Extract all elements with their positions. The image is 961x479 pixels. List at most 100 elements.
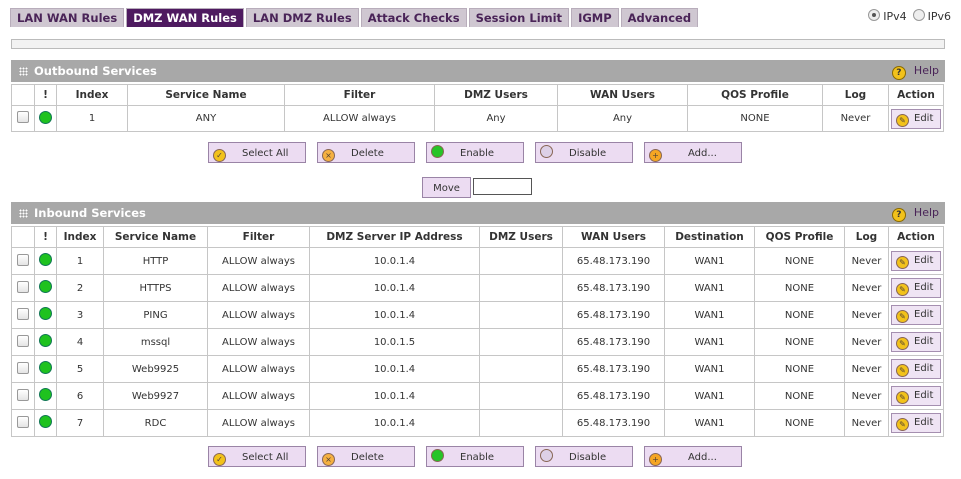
tab[interactable]: Advanced <box>620 8 699 27</box>
cell: mssql <box>103 328 208 356</box>
button-bar: ✓ Select All × Delete Enable Disable + Add... <box>208 446 742 467</box>
help-text: Help <box>913 206 939 219</box>
button[interactable]: ✓ Select All <box>208 142 306 163</box>
edit-label: Edit <box>914 309 934 320</box>
edit-icon: ✎ <box>896 364 909 377</box>
header-cell: WAN Users <box>557 84 688 106</box>
edit-button[interactable]: ✎ Edit <box>891 413 941 433</box>
cell: 65.48.173.190 <box>562 274 665 302</box>
edit-label: Edit <box>914 390 934 401</box>
grip-icon <box>19 67 28 76</box>
header-cell: Log <box>844 226 889 248</box>
button[interactable]: × Delete <box>317 142 415 163</box>
help-icon: ? <box>891 66 906 80</box>
tab[interactable]: DMZ WAN Rules <box>126 8 244 27</box>
cell: ✎ Edit <box>888 105 944 132</box>
radio[interactable] <box>868 9 881 21</box>
edit-button[interactable]: ✎ Edit <box>891 305 941 325</box>
cell: 6 <box>56 382 104 410</box>
cell: ✎ Edit <box>888 247 944 275</box>
button[interactable]: + Add... <box>644 446 742 467</box>
cell: ✎ Edit <box>888 409 944 437</box>
edit-button[interactable]: ✎ Edit <box>891 278 941 298</box>
cell <box>11 328 35 356</box>
section-title: Outbound Services <box>34 64 157 78</box>
cell <box>34 274 57 302</box>
button-icon <box>431 449 444 462</box>
edit-icon: ✎ <box>896 418 909 431</box>
edit-button[interactable]: ✎ Edit <box>891 386 941 406</box>
edit-button[interactable]: ✎ Edit <box>891 359 941 379</box>
cell: ALLOW always <box>284 105 435 132</box>
move-label: Move <box>433 183 460 194</box>
button-label: Add... <box>688 452 717 463</box>
edit-label: Edit <box>914 255 934 266</box>
header-cell: Filter <box>207 226 310 248</box>
button[interactable]: Enable <box>426 446 524 467</box>
checkbox[interactable] <box>17 415 29 428</box>
button-icon <box>540 449 553 462</box>
edit-button[interactable]: ✎ Edit <box>891 332 941 352</box>
button[interactable]: ✓ Select All <box>208 446 306 467</box>
ip-option[interactable]: IPv4 <box>868 9 907 23</box>
button-icon: × <box>322 453 335 466</box>
button-label: Disable <box>569 148 607 159</box>
edit-button[interactable]: ✎ Edit <box>891 108 941 129</box>
cell: NONE <box>754 382 845 410</box>
checkbox[interactable] <box>17 334 29 347</box>
cell: ANY <box>127 105 285 132</box>
button-label: Enable <box>460 148 495 159</box>
checkbox[interactable] <box>17 253 29 266</box>
edit-icon: ✎ <box>896 310 909 323</box>
tab[interactable]: LAN WAN Rules <box>10 8 125 27</box>
button[interactable]: + Add... <box>644 142 742 163</box>
tab[interactable]: Attack Checks <box>360 8 467 27</box>
edit-button[interactable]: ✎ Edit <box>891 251 941 271</box>
checkbox[interactable] <box>17 361 29 374</box>
button-icon <box>540 145 553 158</box>
cell: 1 <box>56 105 128 132</box>
edit-icon: ✎ <box>896 283 909 296</box>
cell <box>479 274 563 302</box>
help-link[interactable]: ? Help <box>891 202 939 224</box>
cell: 65.48.173.190 <box>562 409 665 437</box>
button-bar: ✓ Select All × Delete Enable Disable + Add... <box>208 142 742 163</box>
cell: ✎ Edit <box>888 382 944 410</box>
cell: ALLOW always <box>207 382 310 410</box>
row: 2 HTTPS ALLOW always 10.0.1.4 65.48.173.190 W… <box>11 274 944 302</box>
header-cell: WAN Users <box>562 226 665 248</box>
cell <box>11 355 35 383</box>
move-input[interactable] <box>473 178 532 195</box>
button[interactable]: Move <box>422 177 471 198</box>
checkbox[interactable] <box>17 111 29 123</box>
cell <box>11 247 35 275</box>
tab[interactable]: LAN DMZ Rules <box>245 8 359 27</box>
cell: 65.48.173.190 <box>562 328 665 356</box>
cell: 10.0.1.4 <box>309 355 480 383</box>
button-label: Add... <box>688 148 717 159</box>
button-icon: ✓ <box>213 453 226 466</box>
cell: Never <box>844 247 889 275</box>
ip-option[interactable]: IPv6 <box>912 9 951 23</box>
cell: 2 <box>56 274 104 302</box>
tab[interactable]: IGMP <box>571 8 619 27</box>
checkbox[interactable] <box>17 280 29 293</box>
move-control: Move <box>422 177 532 198</box>
cell <box>11 274 35 302</box>
cell: Any <box>434 105 558 132</box>
checkbox[interactable] <box>17 307 29 320</box>
button[interactable]: Disable <box>535 446 633 467</box>
help-link[interactable]: ? Help <box>891 60 939 82</box>
button-icon: + <box>649 453 662 466</box>
edit-icon: ✎ <box>896 256 909 269</box>
cell <box>479 301 563 329</box>
header-cell: Service Name <box>103 226 208 248</box>
checkbox[interactable] <box>17 388 29 401</box>
button[interactable]: Disable <box>535 142 633 163</box>
row: 1 ANY ALLOW always Any Any NONE Never ✎ Edit <box>11 105 944 132</box>
button[interactable]: × Delete <box>317 446 415 467</box>
tab[interactable]: Session Limit <box>468 8 570 27</box>
radio[interactable] <box>912 9 925 21</box>
button[interactable]: Enable <box>426 142 524 163</box>
header-row: ! Index Service Name Filter DMZ Users WAN Use… <box>11 84 944 106</box>
